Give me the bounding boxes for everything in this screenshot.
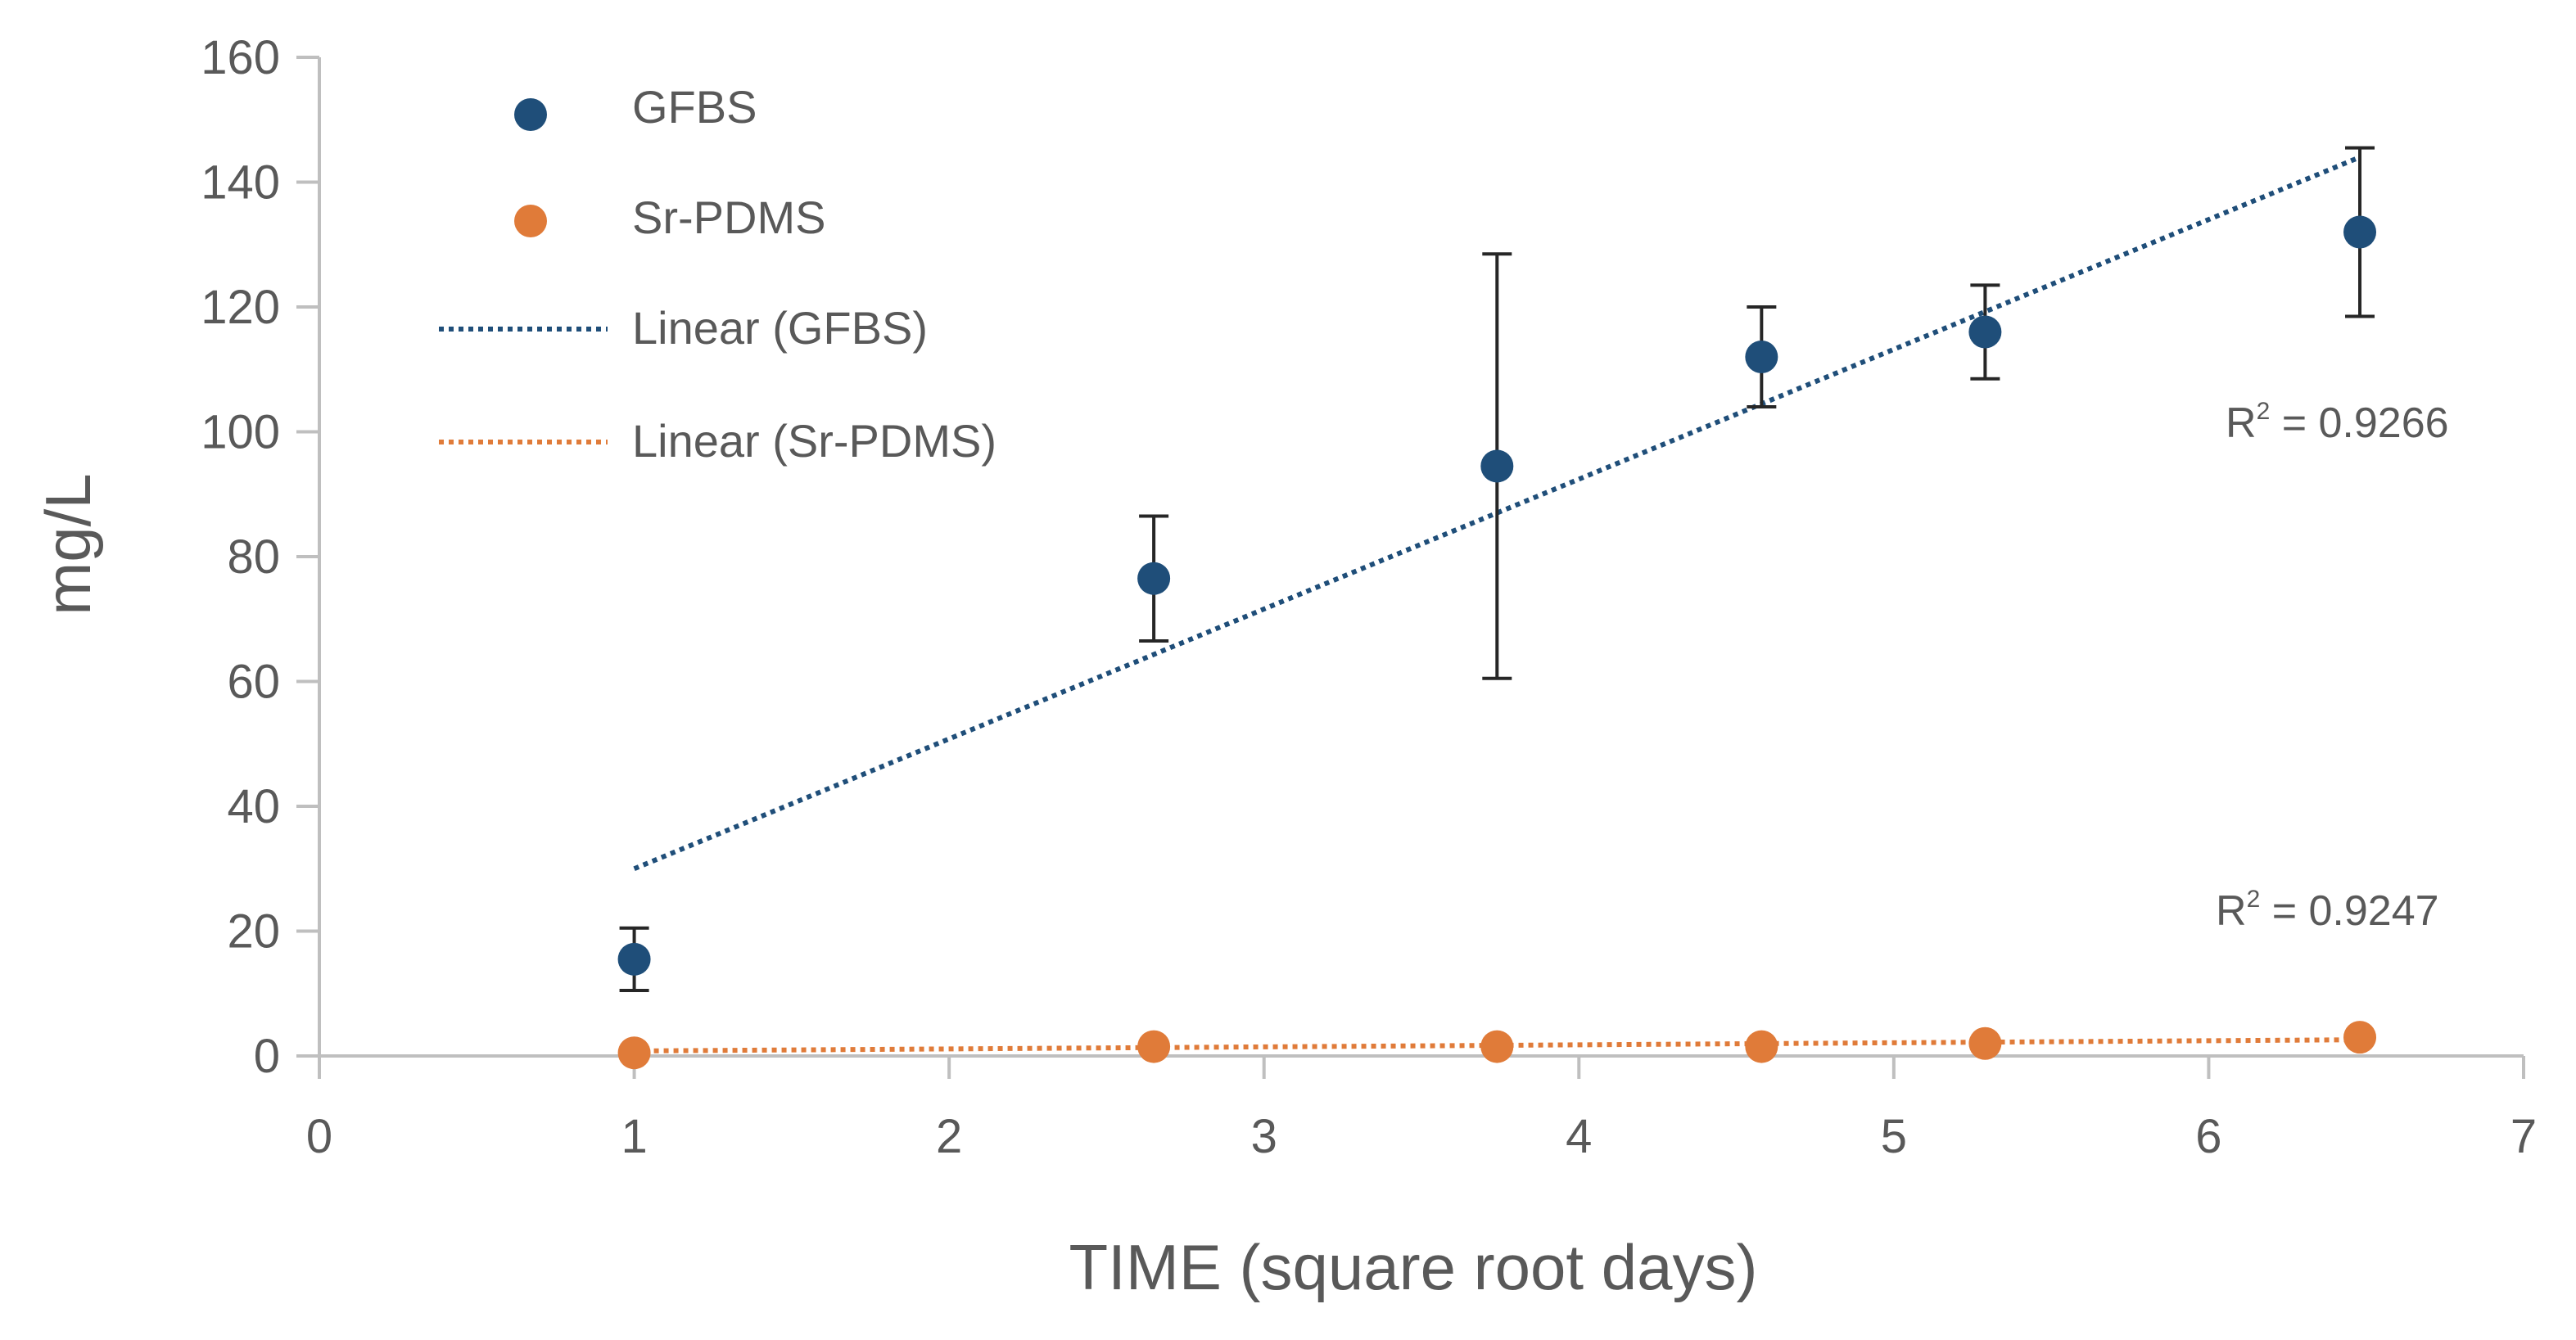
legend-label-linear-sr-pdms: Linear (Sr-PDMS) [632,415,997,467]
data-point-gfbs [1745,341,1778,373]
legend-label-linear-gfbs: Linear (GFBS) [632,302,928,354]
legend-label-sr-pdms: Sr-PDMS [632,192,825,243]
x-tick-label: 6 [2195,1110,2221,1163]
y-tick-label: 60 [227,656,280,709]
data-point-sr-pdms [1745,1030,1778,1063]
legend: GFBS Sr-PDMS Linear (GFBS) Linear (Sr-PD… [439,81,997,467]
y-tick-label: 100 [201,406,280,459]
legend-marker-sr-pdms [514,205,547,237]
y-axis-title: mg/L [32,473,104,615]
data-point-sr-pdms [1480,1030,1514,1063]
axes: 0 20 40 60 80 100 120 140 160 0 1 2 3 4 5 6 7 [201,31,2537,1163]
x-tick-label: 1 [621,1110,647,1163]
r2-label-sr-pdms: R2 = 0.9247 [2216,886,2439,935]
trendlines [633,155,2361,1054]
y-tick-label: 120 [201,281,280,334]
data-point-gfbs [617,942,651,976]
x-tick-label: 3 [1251,1110,1277,1163]
y-tick-label: 80 [227,530,280,584]
data-point-gfbs [2343,215,2377,249]
x-tick-label: 5 [1881,1110,1907,1163]
data-point-sr-pdms [2343,1021,2377,1054]
r2-label-gfbs: R2 = 0.9266 [2226,398,2449,447]
data-point-gfbs [1968,315,2002,349]
x-tick-label: 7 [2510,1110,2537,1163]
data-points [617,215,2377,1070]
data-point-sr-pdms [1968,1026,2002,1060]
x-axis-title: TIME (square root days) [1069,1231,1758,1303]
data-point-sr-pdms [1137,1030,1171,1063]
data-point-gfbs [1137,562,1171,595]
y-tick-label: 20 [227,905,280,959]
legend-label-gfbs: GFBS [632,81,757,133]
trendline-gfbs [633,155,2361,872]
y-tick-label: 40 [227,780,280,833]
y-tick-label: 140 [201,156,280,210]
trendline-sr-pdms [634,1037,2361,1054]
y-tick-label: 160 [201,31,280,84]
data-point-gfbs [1480,449,1514,483]
x-tick-label: 2 [936,1110,962,1163]
legend-marker-gfbs [514,98,547,131]
x-tick-label: 4 [1566,1110,1592,1163]
error-bars [619,146,2375,992]
x-tick-label: 0 [306,1110,332,1163]
y-tick-label: 0 [254,1030,280,1083]
data-point-sr-pdms [617,1036,651,1070]
